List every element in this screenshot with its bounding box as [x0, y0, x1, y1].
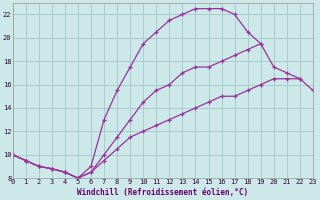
- X-axis label: Windchill (Refroidissement éolien,°C): Windchill (Refroidissement éolien,°C): [77, 188, 248, 197]
